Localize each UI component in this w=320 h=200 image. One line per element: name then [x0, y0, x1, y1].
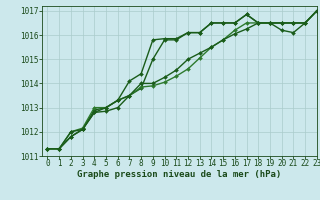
X-axis label: Graphe pression niveau de la mer (hPa): Graphe pression niveau de la mer (hPa) [77, 170, 281, 179]
